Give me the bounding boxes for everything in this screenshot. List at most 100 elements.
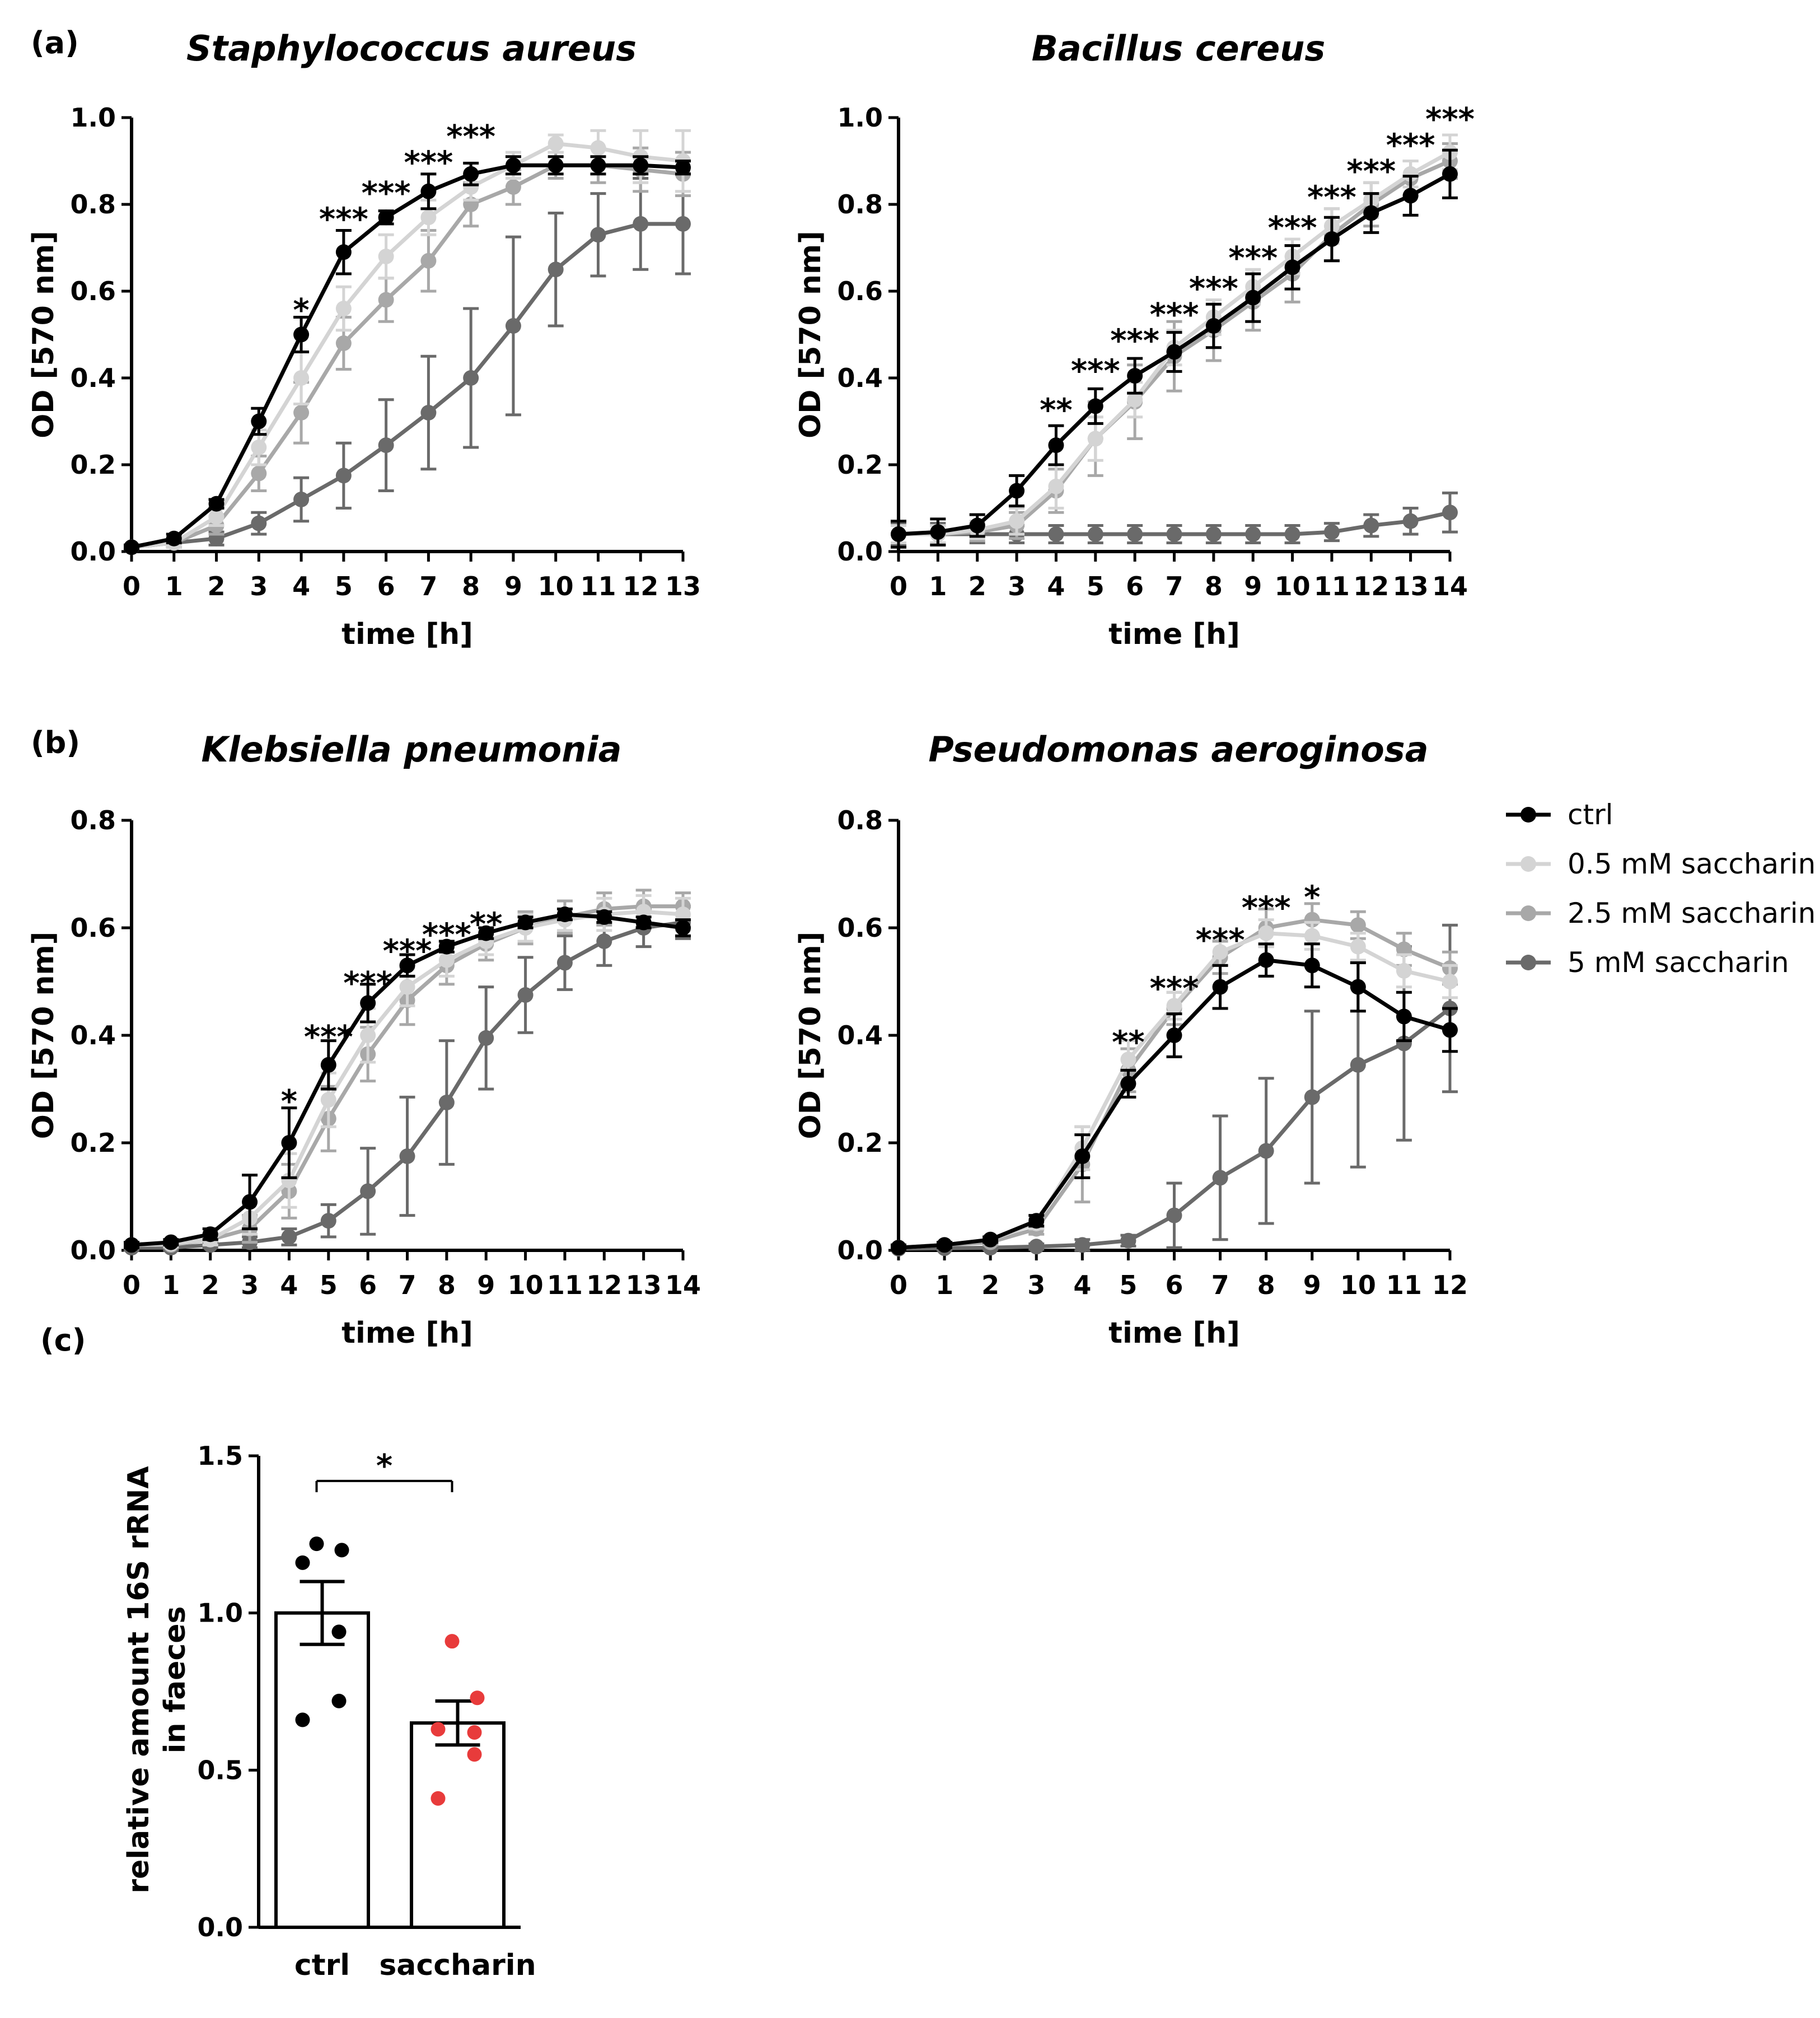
x-tick-label: 11: [1314, 571, 1350, 601]
data-point: [1350, 979, 1366, 995]
x-axis-label: time [h]: [1108, 618, 1240, 651]
data-point: [251, 440, 267, 455]
x-tick-label: 2: [969, 571, 986, 601]
data-point: [1350, 917, 1366, 933]
x-tick-label: 8: [1257, 1270, 1275, 1300]
series-ctrl: [124, 155, 691, 555]
significance-star: ***: [1346, 153, 1396, 190]
data-point: [399, 1148, 415, 1164]
y-axis-label: OD [570 nm]: [27, 932, 60, 1139]
data-point: [1363, 517, 1379, 534]
data-point: [208, 496, 224, 512]
x-axis-label: time [h]: [341, 618, 473, 651]
data-point: [399, 979, 415, 995]
data-point: [675, 920, 691, 936]
x-tick-label: 3: [1027, 1270, 1045, 1300]
y-tick-label: 0.8: [71, 805, 116, 835]
significance-star: ***: [383, 933, 432, 969]
x-tick-label: 13: [1393, 571, 1429, 601]
x-tick-label: 5: [320, 1270, 338, 1300]
data-point: [463, 166, 479, 182]
data-point: [1363, 205, 1379, 221]
replicate-dot: [331, 1693, 347, 1708]
data-point: [478, 925, 494, 941]
x-axis-label: time [h]: [341, 1316, 473, 1350]
y-tick-label: 0.2: [71, 1128, 116, 1158]
data-point: [251, 465, 267, 482]
y-tick-label: 0.4: [71, 1020, 116, 1050]
data-point: [293, 405, 310, 421]
y-tick-label: 1.0: [198, 1598, 244, 1628]
replicate-dot: [295, 1712, 310, 1727]
data-point: [1442, 504, 1458, 521]
y-tick-label: 0.2: [838, 1128, 883, 1158]
data-point: [1323, 524, 1340, 540]
significance-star: ***: [1307, 180, 1356, 216]
x-tick-label: 3: [1008, 571, 1026, 601]
data-point: [378, 209, 394, 226]
data-point: [438, 952, 455, 968]
x-tick-label: 11: [580, 571, 616, 601]
y-tick-label: 0.8: [838, 805, 883, 835]
series-ctrl: [124, 907, 691, 1253]
replicate-dot: [467, 1725, 482, 1740]
data-point: [596, 933, 612, 949]
data-point: [1304, 1089, 1320, 1105]
series-ctrl: [891, 148, 1458, 549]
data-point: [633, 157, 649, 174]
data-point: [1028, 1213, 1045, 1229]
data-point: [1205, 526, 1222, 542]
data-point: [251, 413, 267, 429]
data-point: [420, 405, 437, 421]
x-tick-label: 2: [202, 1270, 219, 1300]
data-point: [360, 1183, 376, 1199]
data-point: [293, 492, 310, 507]
data-point: [1350, 938, 1366, 955]
x-tick-label: 5: [335, 571, 353, 601]
x-tick-label: 7: [1211, 1270, 1229, 1300]
data-point: [590, 227, 606, 243]
significance-star: *: [376, 1448, 392, 1484]
data-point: [1245, 526, 1261, 542]
data-point: [1258, 952, 1274, 968]
x-tick-label: 14: [1432, 571, 1468, 601]
data-point: [1009, 483, 1025, 499]
x-tick-label: 2: [981, 1270, 999, 1300]
x-category-label: saccharin: [379, 1949, 536, 1982]
data-point: [1048, 526, 1064, 542]
x-tick-label: 5: [1087, 571, 1105, 601]
data-point: [320, 1057, 336, 1073]
series-ctrl: [891, 942, 1458, 1256]
bar-ctrl: [274, 1611, 370, 1930]
data-point: [548, 136, 564, 152]
x-category-label: ctrl: [294, 1949, 350, 1982]
data-point: [124, 539, 139, 555]
data-point: [1120, 1232, 1136, 1249]
y-tick-label: 0.6: [71, 913, 116, 943]
x-tick-label: 9: [1303, 1270, 1321, 1300]
data-point: [590, 140, 606, 156]
x-tick-label: 10: [508, 1270, 544, 1300]
x-tick-label: 2: [208, 571, 226, 601]
data-point: [1402, 188, 1419, 204]
x-tick-label: 8: [462, 571, 480, 601]
data-point: [320, 1092, 336, 1108]
data-point: [1205, 318, 1222, 334]
data-point: [891, 526, 906, 542]
data-point: [1323, 231, 1340, 247]
x-tick-label: 11: [547, 1270, 583, 1300]
data-point: [982, 1231, 999, 1248]
y-tick-label: 0.0: [71, 536, 116, 567]
x-tick-label: 3: [250, 571, 268, 601]
data-point: [1258, 1143, 1274, 1159]
x-tick-label: 8: [1205, 571, 1223, 601]
x-tick-label: 7: [419, 571, 437, 601]
data-point: [293, 326, 310, 343]
legend-label: ctrl: [1568, 798, 1613, 831]
data-point: [548, 261, 564, 278]
significance-star: ***: [1386, 128, 1435, 164]
